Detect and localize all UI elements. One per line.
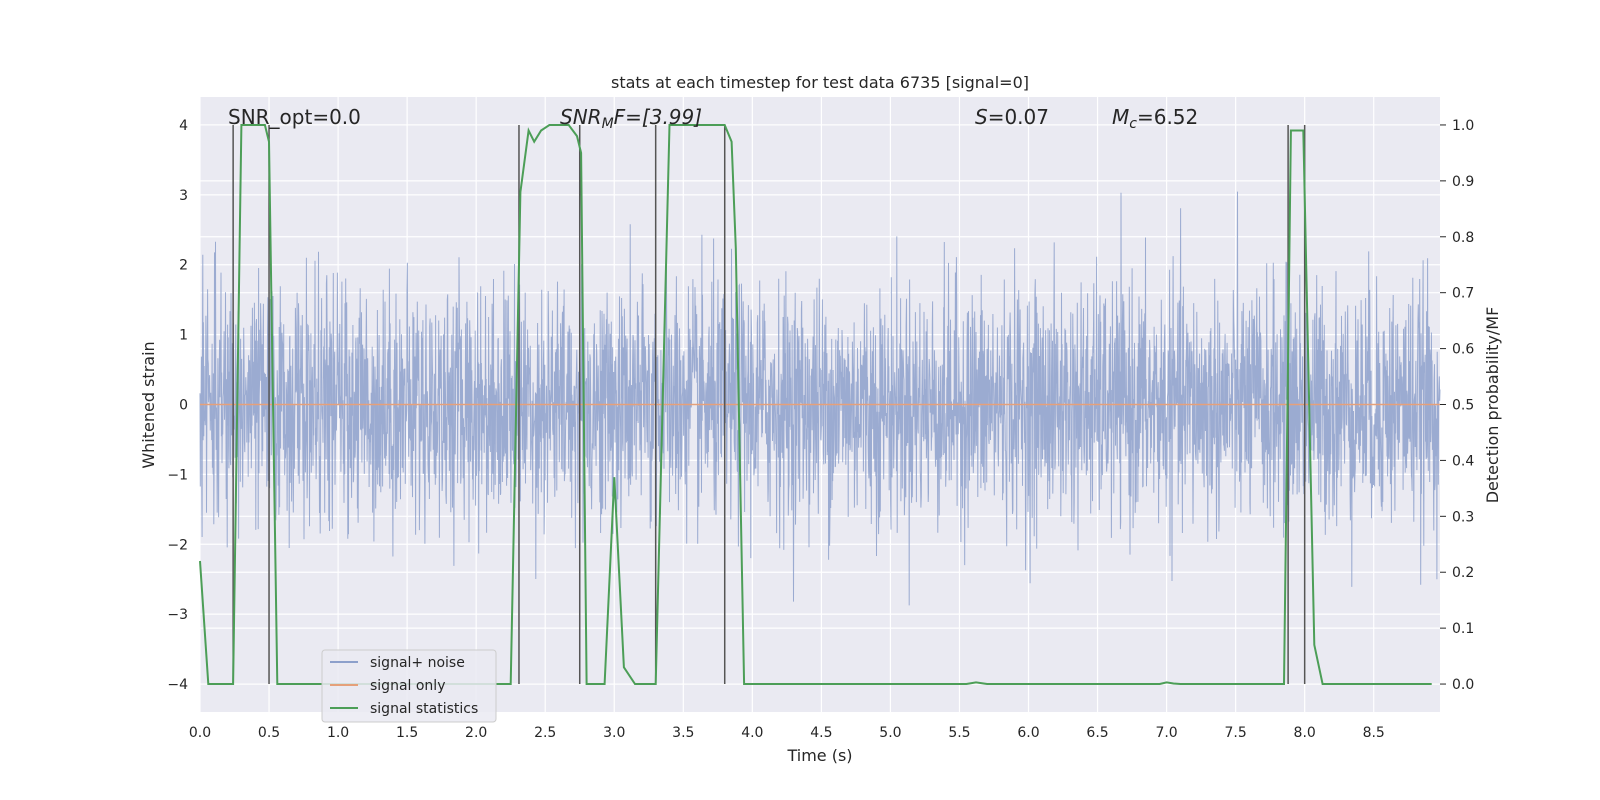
chart-title: stats at each timestep for test data 673… bbox=[611, 73, 1029, 92]
y-right-tick-label-10: 1.0 bbox=[1452, 118, 1474, 134]
x-tick-label-14: 7.0 bbox=[1155, 725, 1177, 741]
y-right-tick-label-4: 0.4 bbox=[1452, 453, 1474, 469]
y-left-tick-label-4: 0 bbox=[179, 398, 188, 414]
y-left-tick-label-3: −1 bbox=[167, 467, 188, 483]
y-right-tick-label-1: 0.1 bbox=[1452, 621, 1474, 637]
y-axis-right-ticks: 0.0 0.1 0.2 0.3 0.4 0.5 0.6 0.7 0.8 0.9 1.0 bbox=[1440, 118, 1474, 693]
y-left-tick-label-2: −2 bbox=[167, 537, 188, 553]
snr-mf-annotation: SNRMF=[3.99] bbox=[560, 105, 702, 132]
y-right-tick-label-5: 0.5 bbox=[1452, 398, 1474, 414]
x-tick-label-7: 3.5 bbox=[672, 725, 694, 741]
legend-label-signal-statistics: signal statistics bbox=[370, 701, 478, 717]
snr-opt-annotation: SNR_opt=0.0 bbox=[228, 105, 361, 129]
x-tick-label-5: 2.5 bbox=[534, 725, 556, 741]
x-tick-label-6: 3.0 bbox=[603, 725, 625, 741]
x-tick-label-0: 0.0 bbox=[189, 725, 211, 741]
y-axis-left-ticks: −4 −3 −2 −1 0 1 2 3 4 bbox=[167, 118, 188, 693]
x-tick-label-17: 8.5 bbox=[1363, 725, 1385, 741]
y-left-tick-label-1: −3 bbox=[167, 607, 188, 623]
legend: signal+ noise signal only signal statist… bbox=[321, 649, 497, 723]
y-axis-right-label: Detection probability/MF bbox=[1483, 307, 1502, 504]
signal-statistics-series bbox=[199, 124, 1432, 685]
y-right-tick-label-0: 0.0 bbox=[1452, 677, 1474, 693]
x-tick-label-13: 6.5 bbox=[1086, 725, 1108, 741]
mc-annotation: Mc=6.52 bbox=[1112, 105, 1198, 132]
series-signal-statistics-line bbox=[199, 124, 1432, 685]
y-left-tick-label-7: 3 bbox=[179, 188, 188, 204]
y-left-tick-label-8: 4 bbox=[179, 118, 188, 134]
y-left-tick-label-0: −4 bbox=[167, 677, 188, 693]
x-tick-label-11: 5.5 bbox=[948, 725, 970, 741]
y-left-tick-label-5: 1 bbox=[179, 328, 188, 344]
x-tick-label-4: 2.0 bbox=[465, 725, 487, 741]
y-right-tick-label-9: 0.9 bbox=[1452, 174, 1474, 190]
y-right-tick-label-6: 0.6 bbox=[1452, 342, 1474, 358]
x-tick-label-8: 4.0 bbox=[741, 725, 763, 741]
x-tick-label-16: 8.0 bbox=[1294, 725, 1316, 741]
x-tick-label-9: 4.5 bbox=[810, 725, 832, 741]
signal-noise-series bbox=[199, 191, 1441, 606]
x-tick-label-3: 1.5 bbox=[396, 725, 418, 741]
x-tick-label-12: 6.0 bbox=[1017, 725, 1039, 741]
x-axis-ticks: 0.0 0.5 1.0 1.5 2.0 2.5 3.0 3.5 4.0 4.5 5.0 5.5 6.0 6… bbox=[189, 725, 1385, 741]
y-right-tick-label-7: 0.7 bbox=[1452, 286, 1474, 302]
x-tick-label-10: 5.0 bbox=[879, 725, 901, 741]
legend-label-signal-only: signal only bbox=[370, 678, 445, 694]
x-tick-label-15: 7.5 bbox=[1225, 725, 1247, 741]
x-tick-label-2: 1.0 bbox=[327, 725, 349, 741]
series-signal-noise-line bbox=[199, 191, 1441, 606]
y-right-tick-label-2: 0.2 bbox=[1452, 565, 1474, 581]
x-axis-label: Time (s) bbox=[786, 746, 852, 765]
legend-label-signal-noise: signal+ noise bbox=[370, 655, 465, 671]
y-axis-left-label: Whitened strain bbox=[139, 341, 158, 468]
s-annotation: S=0.07 bbox=[975, 105, 1049, 129]
legend-box bbox=[321, 649, 497, 723]
y-right-tick-label-8: 0.8 bbox=[1452, 230, 1474, 246]
x-tick-label-1: 0.5 bbox=[258, 725, 280, 741]
y-right-tick-label-3: 0.3 bbox=[1452, 509, 1474, 525]
y-left-tick-label-6: 2 bbox=[179, 258, 188, 274]
